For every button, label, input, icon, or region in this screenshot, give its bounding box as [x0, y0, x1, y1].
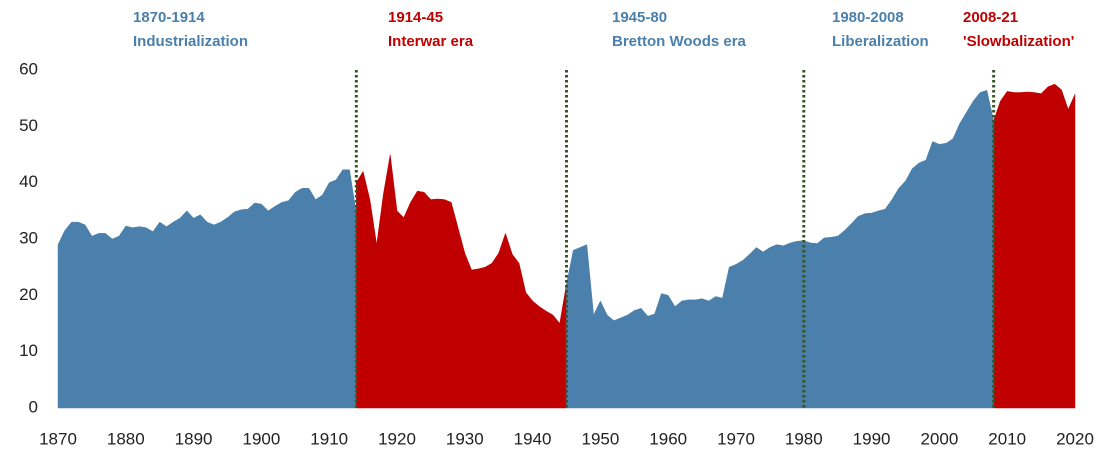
- era-name: 'Slowbalization': [963, 33, 1074, 50]
- era-period: 1870-1914: [133, 9, 205, 26]
- x-tick-label: 2000: [920, 429, 958, 448]
- y-tick-label: 20: [19, 285, 38, 304]
- x-tick-label: 1890: [175, 429, 213, 448]
- era-name: Industrialization: [133, 33, 248, 50]
- era-period: 1914-45: [388, 9, 443, 26]
- x-tick-label: 1900: [242, 429, 280, 448]
- x-tick-label: 1950: [581, 429, 619, 448]
- y-tick-label: 10: [19, 341, 38, 360]
- era-period: 1945-80: [612, 9, 667, 26]
- x-tick-label: 1940: [514, 429, 552, 448]
- x-tick-label: 1920: [378, 429, 416, 448]
- x-tick-label: 1960: [649, 429, 687, 448]
- era-period: 1980-2008: [832, 9, 904, 26]
- area: [803, 89, 994, 409]
- x-tick-label: 1970: [717, 429, 755, 448]
- x-tick-label: 1880: [107, 429, 145, 448]
- area: [993, 83, 1076, 409]
- era-name: Bretton Woods era: [612, 33, 747, 50]
- y-tick-label: 30: [19, 228, 38, 247]
- x-tick-label: 1910: [310, 429, 348, 448]
- x-tick-label: 1930: [446, 429, 484, 448]
- area: [57, 169, 357, 409]
- x-tick-label: 2010: [988, 429, 1026, 448]
- x-tick-label: 1990: [853, 429, 891, 448]
- era-name: Liberalization: [832, 33, 929, 50]
- y-tick-label: 40: [19, 172, 38, 191]
- y-tick-label: 60: [19, 59, 38, 78]
- y-tick-label: 50: [19, 116, 38, 135]
- area: [566, 240, 805, 409]
- era-name: Interwar era: [388, 33, 474, 50]
- area: [356, 154, 567, 409]
- era-period: 2008-21: [963, 9, 1018, 26]
- x-tick-label: 1980: [785, 429, 823, 448]
- y-tick-label: 0: [29, 397, 38, 416]
- x-tick-label: 1870: [39, 429, 77, 448]
- x-tick-label: 2020: [1056, 429, 1094, 448]
